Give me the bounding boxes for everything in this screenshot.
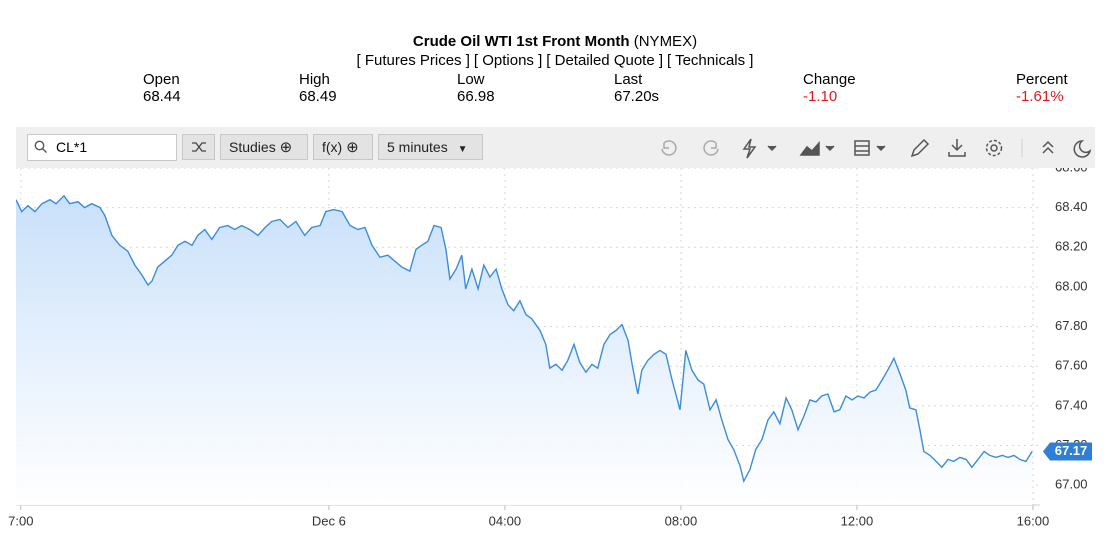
stat-label: High	[299, 71, 330, 88]
stat: Low 66.98	[457, 71, 495, 105]
quote-link[interactable]: [ Detailed Quote ]	[546, 52, 664, 69]
dropdown	[767, 145, 777, 152]
stat-value: 68.44	[143, 88, 181, 105]
settings-icon[interactable]	[990, 144, 998, 152]
redo-icon[interactable]	[703, 140, 719, 156]
price-line	[16, 194, 1033, 484]
chart: 67.0067.2067.4067.6067.8068.0068.2068.40…	[8, 168, 1092, 528]
last-price-label: 67.17	[1055, 443, 1088, 458]
stat-value: 67.20s	[614, 88, 660, 105]
toolbar: CL*1 Studies ⊕ f(x) ⊕ 5 minutes ▼	[16, 127, 1095, 168]
last-price-badge	[1043, 442, 1092, 461]
studies-label: Studies	[229, 139, 276, 155]
y-tick-label: 67.00	[1055, 477, 1088, 492]
symbol-search[interactable]: CL*1	[27, 134, 177, 161]
layout-icon[interactable]	[854, 140, 870, 156]
area-fill	[16, 195, 1033, 505]
y-tick-label: 68.20	[1055, 239, 1088, 254]
search-icon	[34, 140, 47, 153]
x-tick-label: 12:00	[841, 513, 874, 528]
y-tick-label: 67.80	[1055, 318, 1088, 333]
download-icon[interactable]	[948, 139, 966, 157]
x-tick-label: 04:00	[489, 513, 522, 528]
dropdown	[825, 145, 835, 152]
interval-label: 5 minutes	[387, 139, 448, 155]
dropdown	[876, 145, 886, 152]
fx-label: f(x)	[322, 139, 343, 155]
y-tick-label: 68.60	[1055, 168, 1088, 174]
plot	[16, 194, 1033, 505]
x-tick-label: 08:00	[665, 513, 698, 528]
stat-value: 66.98	[457, 88, 495, 105]
theme-icon[interactable]	[1073, 140, 1092, 158]
quote-link[interactable]: [ Options ]	[473, 52, 543, 69]
shuffle-icon	[192, 142, 206, 152]
x-tick-label: 16:00	[1017, 513, 1050, 528]
stat-value: -1.61%	[1016, 88, 1064, 105]
chart-type-icon[interactable]	[799, 141, 820, 156]
stat: High 68.49	[299, 71, 337, 105]
y-tick-label: 68.40	[1055, 199, 1088, 214]
stat-label: Last	[614, 71, 643, 88]
stat: Percent -1.61%	[1016, 71, 1068, 105]
interval-button[interactable]: 5 minutes ▼	[378, 134, 483, 160]
title-line: Crude Oil WTI 1st Front Month (NYMEX)	[0, 33, 1110, 50]
title: Crude Oil WTI 1st Front Month	[412, 33, 630, 50]
stat-label: Percent	[1016, 71, 1068, 88]
collapse-icon[interactable]	[1042, 140, 1054, 154]
y-tick-label: 67.60	[1055, 358, 1088, 373]
quote-header: Crude Oil WTI 1st Front Month (NYMEX) [ …	[0, 0, 1110, 127]
x-tick-label: 7:00	[8, 513, 33, 528]
toolbar-icons	[661, 138, 1092, 159]
x-tick-label: Dec 6	[312, 513, 346, 528]
exchange: (NYMEX)	[633, 33, 698, 50]
links: [ Futures Prices ][ Options ][ Detailed …	[0, 52, 1110, 69]
compare-button[interactable]	[182, 134, 215, 160]
stat: Open 68.44	[143, 71, 181, 105]
y-tick-label: 67.40	[1055, 397, 1088, 412]
quote-link[interactable]: [ Futures Prices ]	[356, 52, 470, 69]
pencil-icon[interactable]	[910, 138, 930, 158]
studies-button[interactable]: Studies ⊕	[220, 134, 308, 160]
stat-value: -1.10	[803, 88, 838, 105]
undo-icon[interactable]	[661, 140, 677, 156]
stat-label: Change	[803, 71, 856, 88]
y-tick-label: 68.00	[1055, 278, 1088, 293]
fx-button[interactable]: f(x) ⊕	[313, 134, 373, 160]
stat: Last 67.20s	[614, 71, 659, 105]
stat: Change -1.10	[803, 71, 856, 105]
stat-label: Open	[143, 71, 180, 88]
stat-value: 68.49	[299, 88, 337, 105]
quote-link[interactable]: [ Technicals ]	[667, 52, 754, 69]
draw-icon[interactable]	[742, 138, 757, 159]
stat-label: Low	[457, 71, 485, 88]
